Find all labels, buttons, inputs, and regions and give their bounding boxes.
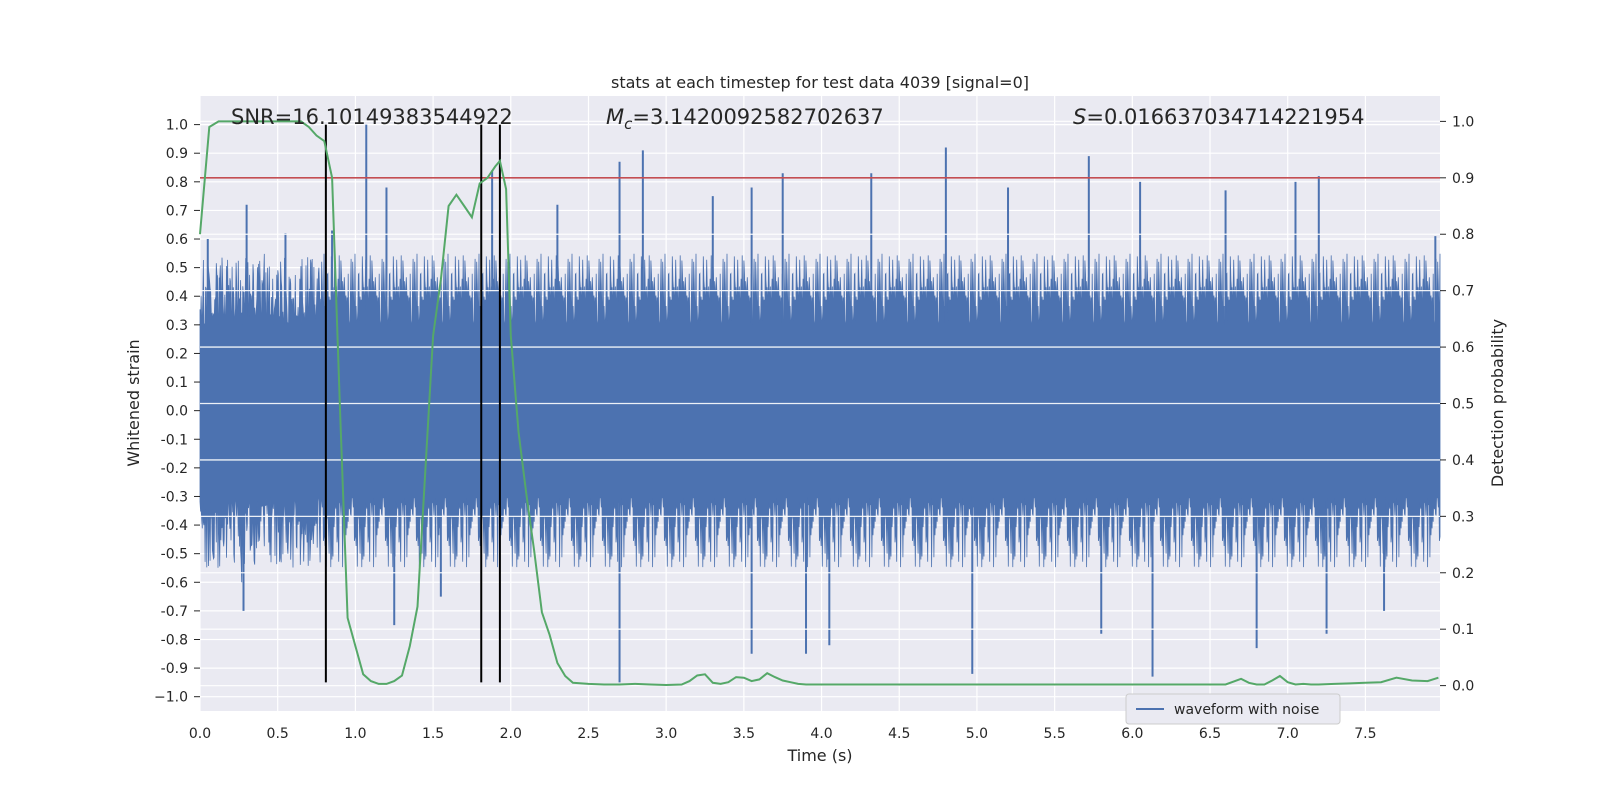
y-tick-label: -0.1 — [161, 432, 188, 448]
chirp-mass-symbol: M — [606, 105, 624, 129]
x-tick-label: 2.5 — [577, 726, 599, 742]
y-tick-labels: 1.0 0.9 0.8 0.7 0.6 0.5 0.4 0.3 0.2 0.1 0.0 -0.1 -0.… — [154, 118, 200, 706]
y-tick-label: 0.5 — [166, 261, 188, 277]
y-tick-label: 0.2 — [166, 346, 188, 362]
x-tick-label: 0.0 — [189, 726, 211, 742]
x-tick-label: 7.0 — [1277, 726, 1299, 742]
y2-tick-label: 0.9 — [1452, 171, 1474, 187]
x-tick-label: 6.0 — [1121, 726, 1143, 742]
y-tick-label: 0.9 — [166, 146, 188, 162]
y-axis-label: Whitened strain — [124, 339, 143, 466]
x-tick-label: 7.5 — [1354, 726, 1376, 742]
y-tick-label: -0.8 — [161, 632, 188, 648]
x-tick-label: 4.0 — [810, 726, 832, 742]
x-tick-label: 4.5 — [888, 726, 910, 742]
y-tick-label: 0.3 — [166, 318, 188, 334]
y-tick-label: -0.9 — [161, 661, 188, 677]
chart-title: stats at each timestep for test data 403… — [611, 73, 1029, 92]
legend-label: waveform with noise — [1174, 702, 1319, 718]
chirp-mass-annotation: Mc=3.1420092582702637 — [606, 105, 884, 133]
series-detection-probability — [199, 120, 1439, 687]
y2-tick-label: 1.0 — [1452, 114, 1474, 130]
y2-tick-label: 0.0 — [1452, 679, 1474, 695]
y-tick-label: 0.0 — [166, 404, 188, 420]
y-tick-label: 1.0 — [166, 118, 188, 134]
s-symbol: S — [1073, 105, 1086, 129]
x-tick-label: 6.5 — [1199, 726, 1221, 742]
x-tick-label: 0.5 — [267, 726, 289, 742]
legend-box — [1125, 693, 1341, 725]
x-tick-labels: 0.0 0.5 1.0 1.5 2.0 2.5 3.0 3.5 4.0 4.5 5.0 5.5 6.0 6… — [189, 726, 1377, 742]
y-tick-label: 0.4 — [166, 289, 188, 305]
x-tick-label: 5.0 — [966, 726, 988, 742]
y2-tick-label: 0.3 — [1452, 509, 1474, 525]
x-axis-label: Time (s) — [786, 746, 852, 765]
y-tick-label: -0.5 — [161, 547, 188, 563]
y-tick-label: 0.8 — [166, 175, 188, 191]
snr-annotation: SNR=16.10149383544922 — [231, 105, 513, 129]
y-tick-label: −1.0 — [154, 690, 188, 706]
y-tick-label: -0.2 — [161, 461, 188, 477]
marker-lines — [324, 124, 501, 683]
y2-axis-label: Detection probability — [1488, 319, 1507, 487]
y2-tick-label: 0.2 — [1452, 566, 1474, 582]
legend: waveform with noise — [1125, 693, 1341, 725]
y2-tick-label: 0.5 — [1452, 397, 1474, 413]
chirp-mass-value: =3.1420092582702637 — [632, 105, 883, 129]
chirp-mass-subscript: c — [624, 115, 633, 133]
y-tick-label: 0.6 — [166, 232, 188, 248]
y2-tick-label: 0.7 — [1452, 284, 1474, 300]
y-tick-label: -0.6 — [161, 575, 188, 591]
y2-tick-label: 0.8 — [1452, 227, 1474, 243]
x-tick-label: 3.0 — [655, 726, 677, 742]
x-tick-label: 5.5 — [1044, 726, 1066, 742]
y-tick-label: -0.4 — [161, 518, 188, 534]
x-tick-label: 3.5 — [733, 726, 755, 742]
x-tick-label: 1.5 — [422, 726, 444, 742]
y2-tick-labels: 1.0 0.9 0.8 0.7 0.6 0.5 0.4 0.3 0.2 0.1 0.0 — [1440, 114, 1474, 695]
y-tick-label: -0.3 — [161, 489, 188, 505]
x-tick-label: 2.0 — [500, 726, 522, 742]
x-tick-label: 1.0 — [344, 726, 366, 742]
y2-tick-label: 0.6 — [1452, 340, 1474, 356]
y2-tick-label: 0.4 — [1452, 453, 1474, 469]
y-tick-label: -0.7 — [161, 604, 188, 620]
grid-horizontal-overlay — [200, 120, 1440, 687]
y2-tick-label: 0.1 — [1452, 622, 1474, 638]
s-annotation: S=0.016637034714221954 — [1073, 105, 1364, 129]
y-tick-label: 0.1 — [166, 375, 188, 391]
s-value: =0.016637034714221954 — [1086, 105, 1364, 129]
y-tick-label: 0.7 — [166, 203, 188, 219]
